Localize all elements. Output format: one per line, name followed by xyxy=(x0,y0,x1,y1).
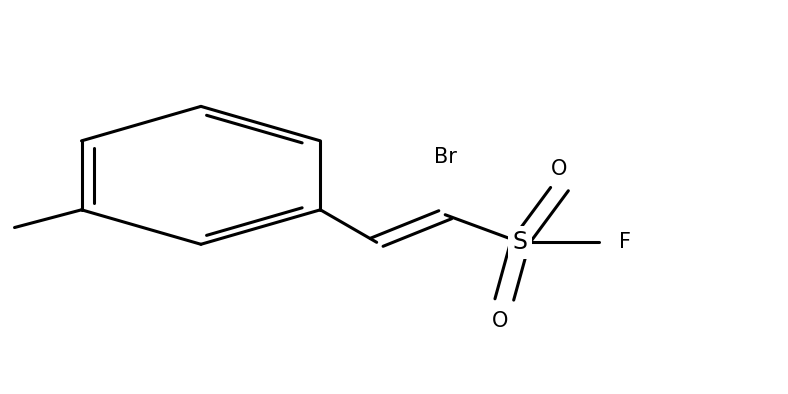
Text: F: F xyxy=(619,232,630,252)
Text: S: S xyxy=(512,230,528,254)
Text: Br: Br xyxy=(433,147,457,167)
Text: O: O xyxy=(552,159,567,179)
Text: O: O xyxy=(492,311,508,331)
